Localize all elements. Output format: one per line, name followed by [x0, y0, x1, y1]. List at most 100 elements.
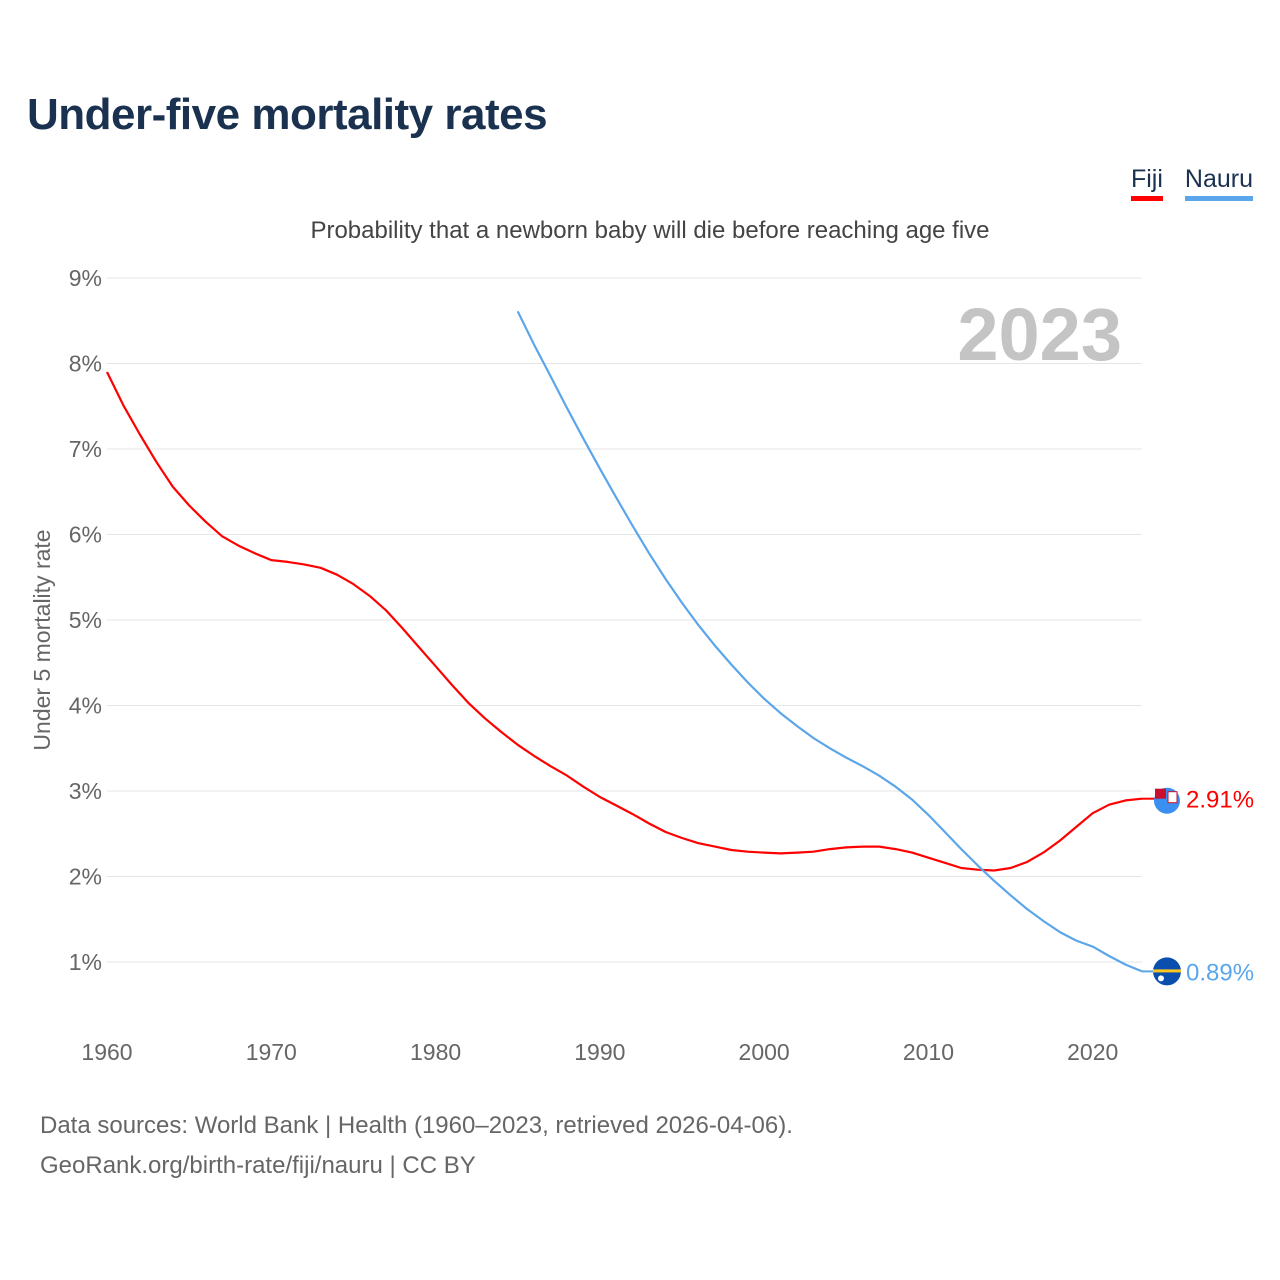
data-point-nauru — [843, 755, 849, 761]
data-point-nauru — [860, 763, 866, 769]
y-tick-label: 3% — [69, 778, 102, 804]
data-point-nauru — [893, 784, 899, 790]
data-point-fiji — [991, 868, 997, 874]
data-point-fiji — [137, 431, 143, 437]
data-point-fiji — [909, 850, 915, 856]
data-point-fiji — [1123, 797, 1129, 803]
data-point-nauru — [975, 862, 981, 868]
data-point-nauru — [695, 622, 701, 628]
data-point-nauru — [909, 797, 915, 803]
data-point-fiji — [728, 847, 734, 853]
data-point-fiji — [548, 763, 554, 769]
data-point-fiji — [613, 803, 619, 809]
data-point-fiji — [646, 820, 652, 826]
data-point-fiji — [203, 519, 209, 525]
data-point-nauru — [810, 735, 816, 741]
data-point-nauru — [548, 373, 554, 379]
data-point-fiji — [465, 700, 471, 706]
nauru-flag-star-icon — [1158, 975, 1164, 982]
legend-item-fiji[interactable]: Fiji — [1130, 165, 1163, 201]
data-point-nauru — [1090, 944, 1096, 950]
year-watermark: 2023 — [957, 293, 1122, 376]
data-point-fiji — [400, 626, 406, 632]
data-point-fiji — [416, 644, 422, 650]
data-point-fiji — [433, 663, 439, 669]
data-point-nauru — [1024, 906, 1030, 912]
y-tick-label: 1% — [69, 949, 102, 975]
data-point-fiji — [153, 459, 159, 465]
x-tick-label: 2020 — [1067, 1039, 1118, 1065]
data-point-fiji — [268, 557, 274, 563]
data-point-nauru — [679, 600, 685, 606]
data-point-fiji — [827, 846, 833, 852]
x-tick-label: 1960 — [81, 1039, 132, 1065]
data-point-fiji — [515, 742, 521, 748]
data-point-fiji — [745, 849, 751, 855]
data-point-fiji — [1024, 859, 1030, 865]
data-point-fiji — [170, 484, 176, 490]
data-point-nauru — [613, 495, 619, 501]
data-point-fiji — [695, 840, 701, 846]
data-point-nauru — [728, 661, 734, 667]
data-point-fiji — [449, 682, 455, 688]
data-point-fiji — [285, 559, 291, 565]
data-point-fiji — [334, 572, 340, 578]
data-point-nauru — [1073, 938, 1079, 944]
data-point-fiji — [498, 729, 504, 735]
data-point-nauru — [925, 812, 931, 818]
data-point-fiji — [860, 844, 866, 850]
x-tick-label: 1990 — [574, 1039, 625, 1065]
y-axis-label: Under 5 mortality rate — [29, 529, 55, 750]
chart-subtitle: Probability that a newborn baby will die… — [310, 217, 990, 244]
data-point-fiji — [1073, 824, 1079, 830]
data-point-fiji — [942, 860, 948, 866]
data-point-fiji — [958, 865, 964, 871]
fiji-flag-shield-icon — [1167, 791, 1178, 804]
data-point-nauru — [564, 405, 570, 411]
data-point-nauru — [597, 466, 603, 472]
y-tick-label: 4% — [69, 693, 102, 719]
series-line-nauru — [516, 310, 1143, 973]
legend-item-nauru[interactable]: Nauru — [1184, 165, 1253, 201]
data-point-fiji — [120, 402, 126, 408]
y-tick-label: 8% — [69, 351, 102, 377]
data-point-fiji — [630, 811, 636, 817]
data-point-fiji — [482, 715, 488, 721]
data-point-fiji — [1040, 850, 1046, 856]
data-point-fiji — [843, 844, 849, 850]
data-point-fiji — [663, 829, 669, 835]
data-point-nauru — [942, 829, 948, 835]
data-point-fiji — [531, 753, 537, 759]
y-tick-label: 5% — [69, 607, 102, 633]
data-point-nauru — [958, 846, 964, 852]
data-point-fiji — [893, 846, 899, 852]
data-point-nauru — [1123, 962, 1129, 968]
data-point-fiji — [564, 773, 570, 779]
data-point-nauru — [630, 523, 636, 529]
y-tick-label: 9% — [69, 265, 102, 291]
data-point-fiji — [712, 844, 718, 850]
nauru-flag-stripe-icon — [1153, 969, 1181, 973]
data-point-nauru — [515, 308, 521, 314]
data-point-fiji — [794, 850, 800, 856]
x-tick-label: 1980 — [410, 1039, 461, 1065]
data-point-nauru — [794, 723, 800, 729]
end-value-label: 2.91% — [1186, 787, 1254, 814]
fiji-flag-union-icon — [1155, 788, 1166, 799]
data-point-nauru — [745, 679, 751, 685]
data-point-nauru — [663, 576, 669, 582]
data-point-nauru — [827, 745, 833, 751]
x-tick-label: 2000 — [739, 1039, 790, 1065]
data-point-fiji — [1057, 838, 1063, 844]
credit-link[interactable]: GeoRank.org/birth-rate/fiji/nauru | CC B… — [40, 1152, 476, 1179]
data-point-nauru — [646, 550, 652, 556]
x-tick-label: 1970 — [246, 1039, 297, 1065]
series-line-fiji — [106, 371, 1143, 872]
data-point-nauru — [778, 710, 784, 716]
data-point-fiji — [597, 794, 603, 800]
data-point-fiji — [318, 565, 324, 571]
data-point-fiji — [252, 550, 258, 556]
data-point-fiji — [761, 850, 767, 856]
data-point-fiji — [219, 533, 225, 539]
